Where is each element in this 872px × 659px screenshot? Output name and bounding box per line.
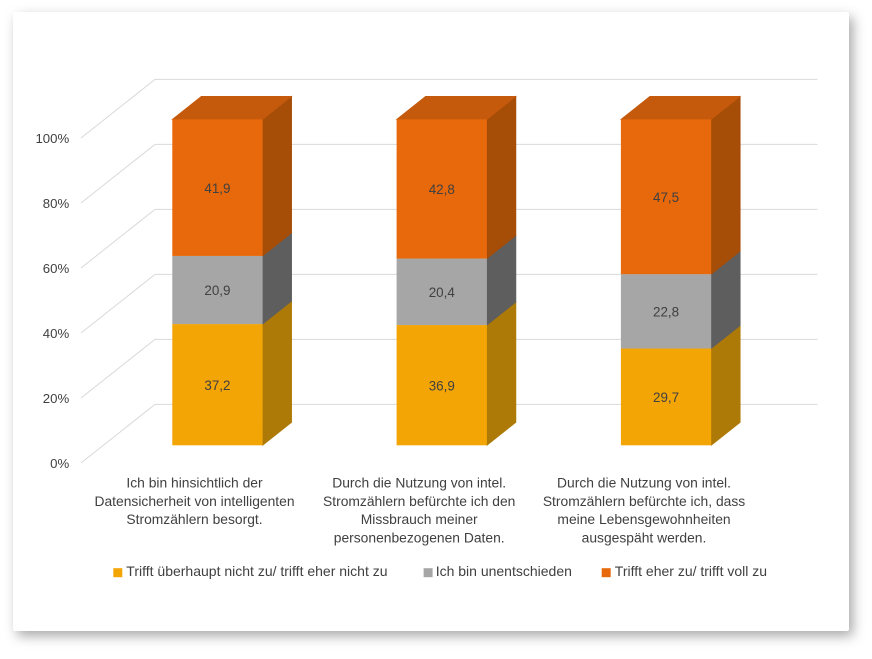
svg-text:22,8: 22,8 <box>653 304 679 319</box>
svg-text:40%: 40% <box>43 326 70 341</box>
svg-text:Stromzählern befürchte ich den: Stromzählern befürchte ich den <box>323 493 515 509</box>
svg-text:Stromzählern befürchte ich, da: Stromzählern befürchte ich, dass <box>543 493 745 509</box>
svg-text:29,7: 29,7 <box>653 390 679 405</box>
svg-text:47,5: 47,5 <box>653 190 679 205</box>
svg-text:42,8: 42,8 <box>429 182 455 197</box>
svg-text:meine Lebensgewohnheiten: meine Lebensgewohnheiten <box>557 511 730 527</box>
svg-text:Stromzählern besorgt.: Stromzählern besorgt. <box>126 511 262 527</box>
svg-text:Ich bin hinsichtlich der: Ich bin hinsichtlich der <box>126 475 263 491</box>
svg-text:60%: 60% <box>43 261 70 276</box>
svg-text:Ich bin unentschieden: Ich bin unentschieden <box>436 563 572 579</box>
svg-text:Trifft eher zu/ trifft voll zu: Trifft eher zu/ trifft voll zu <box>615 563 767 579</box>
svg-text:Trifft überhaupt nicht zu/ tri: Trifft überhaupt nicht zu/ trifft eher n… <box>126 563 387 579</box>
svg-text:20,9: 20,9 <box>204 283 230 298</box>
svg-text:36,9: 36,9 <box>429 378 455 393</box>
svg-text:Durch die Nutzung von intel.: Durch die Nutzung von intel. <box>332 475 506 491</box>
svg-text:80%: 80% <box>43 196 70 211</box>
svg-text:0%: 0% <box>50 456 69 471</box>
svg-text:ausgespäht werden.: ausgespäht werden. <box>582 530 707 546</box>
svg-text:Missbrauch meiner: Missbrauch meiner <box>361 511 478 527</box>
svg-text:20%: 20% <box>43 391 70 406</box>
svg-text:41,9: 41,9 <box>204 181 230 196</box>
svg-text:37,2: 37,2 <box>204 378 230 393</box>
svg-text:20,4: 20,4 <box>429 285 456 300</box>
svg-text:100%: 100% <box>35 131 69 146</box>
svg-text:Datensicherheit von intelligen: Datensicherheit von intelligenten <box>94 493 294 509</box>
svg-text:Durch die Nutzung von intel.: Durch die Nutzung von intel. <box>557 475 731 491</box>
svg-text:personenbezogenen Daten.: personenbezogenen Daten. <box>334 530 505 546</box>
